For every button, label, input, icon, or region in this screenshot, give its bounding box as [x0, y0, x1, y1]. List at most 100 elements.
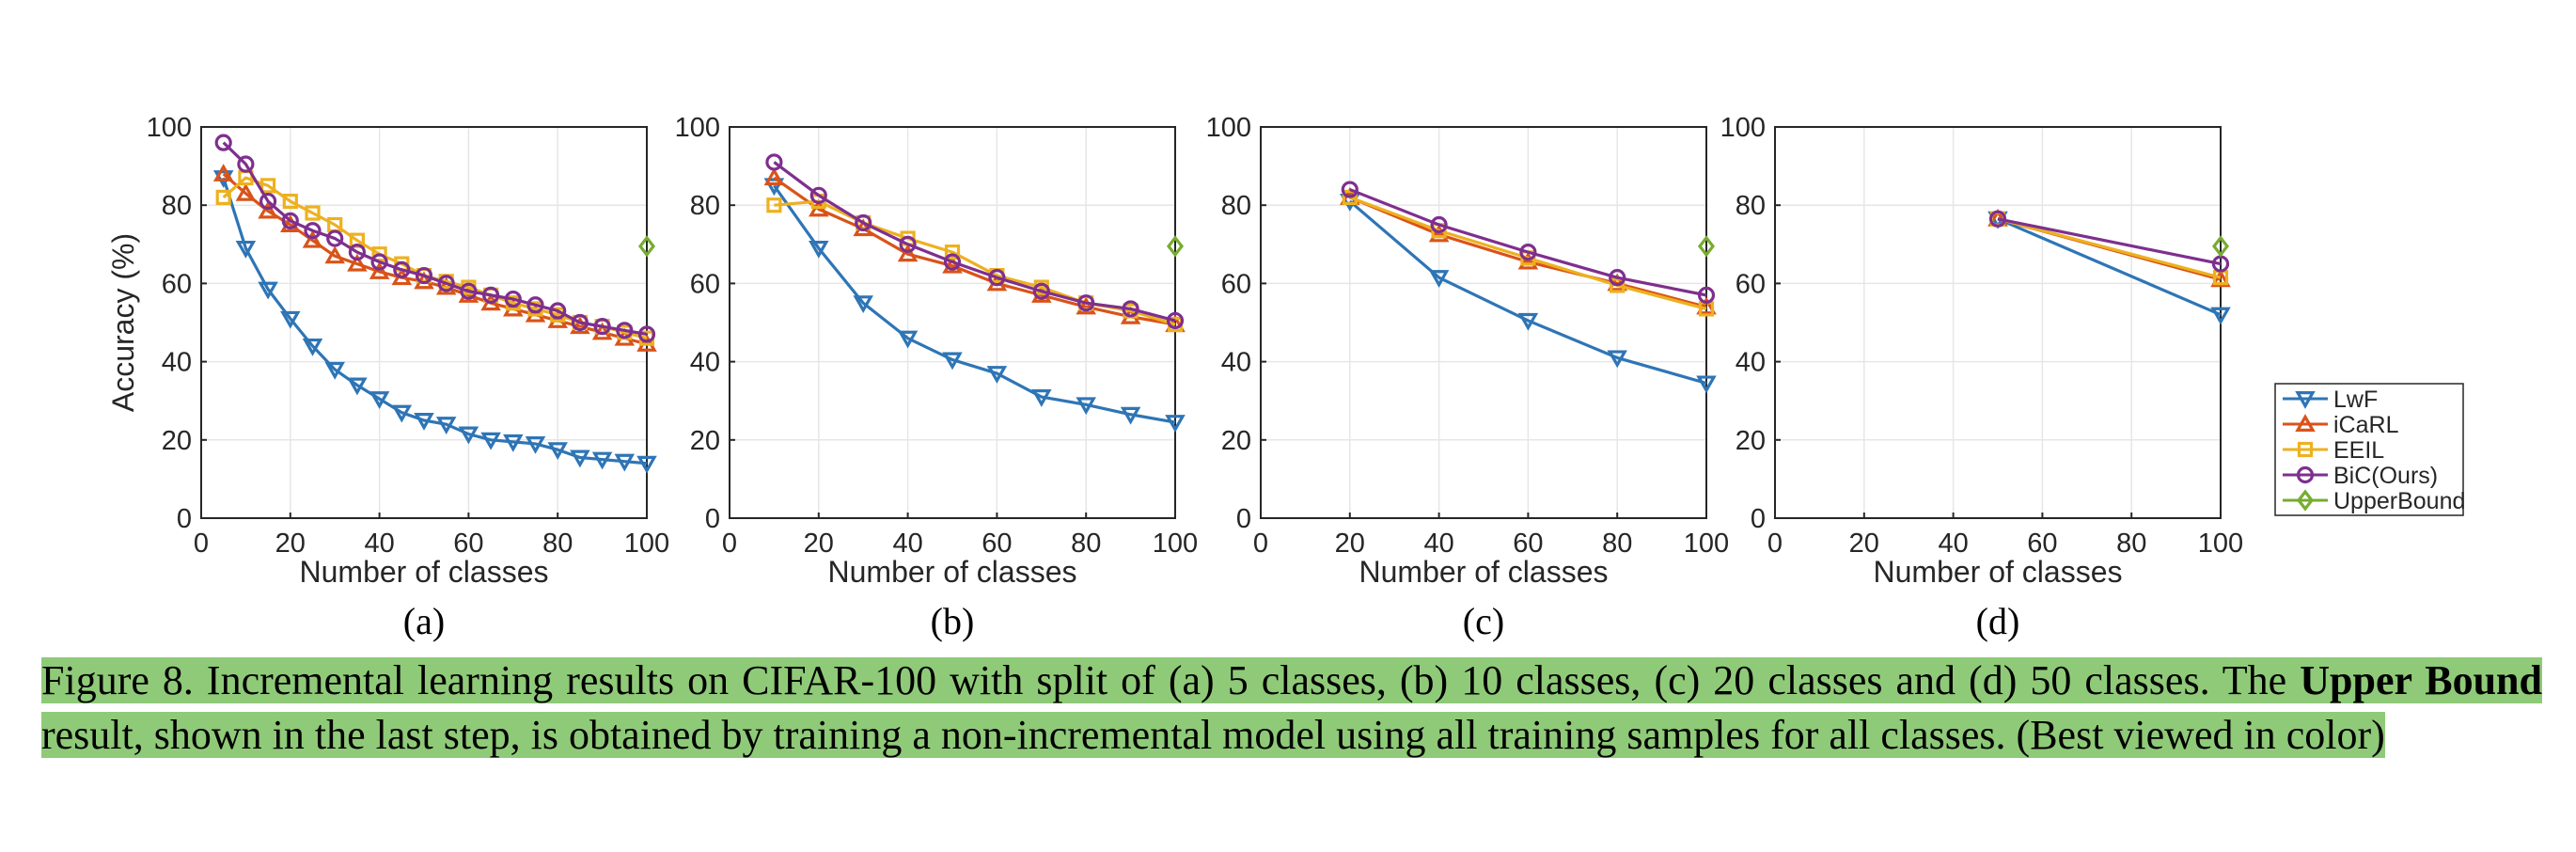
y-tick-label: 60 [690, 269, 720, 299]
data-point-bic-ours [259, 192, 277, 211]
data-point-bic-ours [943, 253, 962, 271]
data-point-lwf [324, 361, 345, 380]
data-point-lwf [1607, 350, 1627, 369]
data-point-upperbound [1166, 235, 1185, 258]
panel-label: (d) [1976, 600, 2020, 642]
legend-label-bic-ours: BiC(Ours) [2333, 463, 2438, 489]
data-point-icarl [897, 244, 919, 262]
data-point-icarl [347, 253, 368, 272]
caption-text-1: Figure 8. Incremental learning results o… [41, 657, 2301, 703]
y-tick-label: 100 [1206, 113, 1251, 143]
data-point-bic-ours [1609, 269, 1626, 287]
legend-marker-lwf [2295, 391, 2316, 409]
axes-box [200, 126, 648, 519]
x-tick-label: 60 [2027, 529, 2057, 559]
x-axis-label: Number of classes [1359, 555, 1609, 589]
data-point-bic-ours [988, 269, 1006, 287]
y-tick-label: 20 [162, 426, 192, 456]
data-point-lwf [235, 240, 257, 259]
panel-label: (a) [403, 600, 445, 642]
x-tick-label: 20 [275, 529, 306, 559]
chart-panel-a: 0 20 40 60 80 100 0 20 40 60 80 100 Number of classe… [106, 113, 669, 642]
y-tick-label: 100 [675, 113, 720, 143]
data-point-bic-ours [415, 266, 433, 285]
data-point-bic-ours [393, 260, 411, 278]
x-tick-label: 40 [1938, 529, 1968, 559]
data-point-icarl [302, 229, 323, 248]
data-point-upperbound [1697, 235, 1716, 258]
data-point-eeil [1610, 277, 1626, 293]
data-point-lwf [258, 281, 278, 300]
y-tick-label: 80 [162, 191, 192, 221]
x-tick-label: 40 [364, 529, 394, 559]
y-tick-label: 20 [1221, 426, 1251, 456]
chart-panel-c: 0 20 40 60 80 100 0 20 40 60 80 100 Number of classe… [1206, 113, 1730, 642]
y-tick-label: 0 [705, 504, 720, 534]
plot-area [730, 127, 1175, 518]
data-point-icarl [235, 182, 257, 201]
data-point-lwf [942, 352, 963, 371]
data-point-bic-ours [1166, 311, 1185, 330]
x-tick-label: 40 [892, 529, 922, 559]
legend-label-eeil: EEIL [2333, 437, 2384, 464]
panel-label: (b) [931, 600, 975, 642]
data-point-bic-ours [855, 213, 872, 232]
axes-box [729, 126, 1176, 519]
data-point-bic-ours [1988, 210, 2007, 228]
y-tick-label: 60 [1221, 269, 1251, 299]
y-tick-label: 40 [162, 348, 192, 378]
data-point-upperbound [2211, 235, 2230, 258]
data-point-bic-ours [1341, 181, 1359, 198]
data-point-lwf [503, 434, 524, 452]
y-tick-label: 20 [1736, 426, 1766, 456]
series-line-eeil [1997, 217, 2222, 279]
y-tick-label: 80 [1221, 191, 1251, 221]
x-tick-label: 20 [804, 529, 834, 559]
data-point-lwf [1517, 312, 1539, 331]
x-tick-label: 20 [1849, 529, 1879, 559]
y-tick-label: 0 [1751, 504, 1766, 534]
data-point-lwf [458, 426, 479, 445]
legend-label-lwf: LwF [2333, 387, 2378, 413]
x-tick-label: 0 [1253, 529, 1268, 559]
data-point-lwf [636, 455, 657, 474]
plot-area [1775, 127, 2221, 518]
data-point-lwf [591, 451, 613, 470]
x-axis-label: Number of classes [300, 555, 549, 589]
data-point-bic-ours [348, 244, 366, 261]
y-tick-label: 40 [1736, 348, 1766, 378]
data-point-bic-ours [765, 153, 783, 171]
y-tick-label: 60 [162, 269, 192, 299]
caption-highlight: Figure 8. Incremental learning results o… [41, 657, 2542, 758]
data-point-icarl [763, 167, 785, 186]
data-point-eeil [766, 197, 782, 213]
chart-panel-b: 0 20 40 60 80 100 0 20 40 60 80 100 Number of classe… [675, 113, 1199, 642]
data-point-lwf [480, 432, 501, 450]
x-tick-label: 80 [1071, 529, 1101, 559]
chart-panel-d: 0 20 40 60 80 100 0 20 40 60 80 100 Number of classe… [1720, 113, 2244, 642]
data-point-bic-ours [526, 296, 544, 314]
data-point-bic-ours [460, 282, 478, 300]
data-point-icarl [280, 214, 301, 232]
y-tick-label: 80 [690, 191, 720, 221]
legend-label-icarl: iCaRL [2333, 412, 2399, 438]
data-point-lwf [391, 404, 413, 423]
data-point-bic-ours [481, 286, 500, 304]
data-point-bic-ours [370, 253, 388, 271]
data-point-lwf [525, 435, 546, 454]
data-point-lwf [1428, 270, 1450, 288]
axes-box [1260, 126, 1707, 519]
data-point-lwf [853, 295, 873, 314]
x-tick-label: 100 [1684, 529, 1729, 559]
data-point-bic-ours [504, 290, 522, 308]
data-point-eeil [371, 246, 387, 262]
data-point-icarl [1517, 251, 1539, 270]
x-axis-label: Number of classes [1874, 555, 2123, 589]
data-point-bic-ours [637, 325, 656, 343]
x-tick-label: 20 [1335, 529, 1365, 559]
data-point-bic-ours [1697, 286, 1716, 304]
data-point-eeil [1342, 189, 1358, 205]
data-point-lwf [570, 450, 590, 468]
data-point-bic-ours [1122, 300, 1139, 318]
legend-marker-upperbound [2296, 489, 2315, 512]
